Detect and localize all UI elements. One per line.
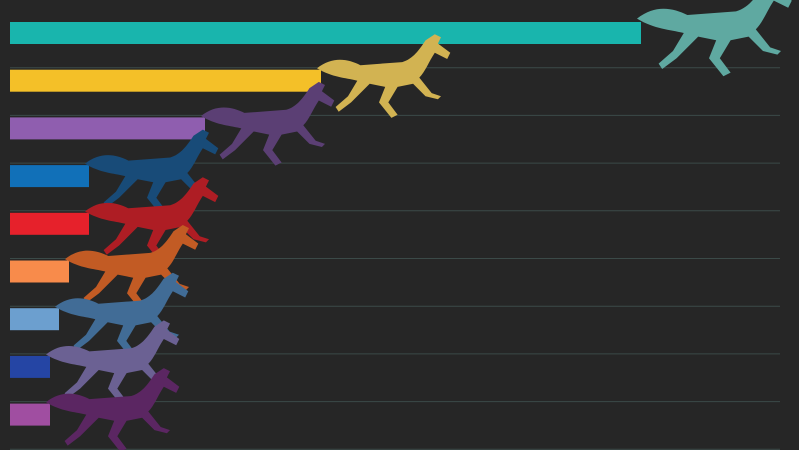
bar xyxy=(10,356,50,378)
bar xyxy=(10,22,641,44)
bar xyxy=(10,261,69,283)
bar xyxy=(10,404,50,426)
page: (() => { const data = JSON.parse(documen… xyxy=(0,0,799,450)
chart xyxy=(0,0,799,450)
bar xyxy=(10,213,89,235)
bar xyxy=(10,165,89,187)
bar xyxy=(10,308,59,330)
bar xyxy=(10,117,205,139)
bar xyxy=(10,70,321,92)
